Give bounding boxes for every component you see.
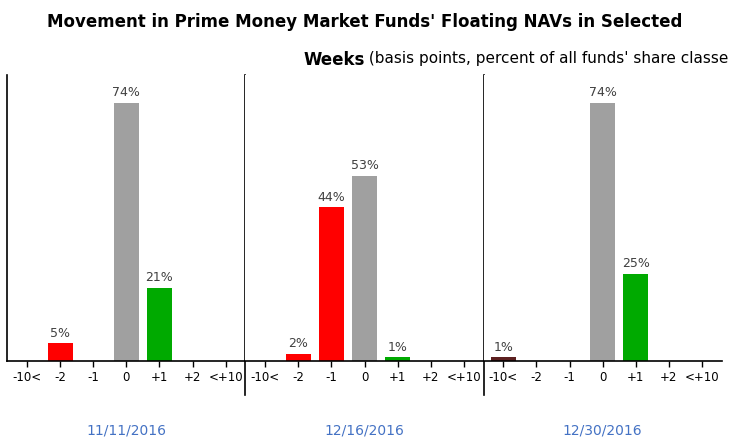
Text: 1%: 1% <box>494 341 513 354</box>
Bar <box>147 288 172 361</box>
Bar <box>491 357 516 361</box>
Text: 21%: 21% <box>146 271 174 284</box>
Text: 74%: 74% <box>112 86 140 99</box>
Bar <box>623 274 648 361</box>
Text: 1%: 1% <box>388 341 408 354</box>
Text: 11/11/2016: 11/11/2016 <box>86 424 166 438</box>
Text: 12/16/2016: 12/16/2016 <box>324 424 405 438</box>
Text: 25%: 25% <box>622 257 650 270</box>
Bar <box>352 176 377 361</box>
Text: 44%: 44% <box>318 191 346 204</box>
Text: 12/30/2016: 12/30/2016 <box>563 424 642 438</box>
Bar <box>590 103 615 361</box>
Bar <box>286 354 311 361</box>
Text: Weeks: Weeks <box>303 51 364 69</box>
Bar <box>319 207 344 361</box>
Text: 5%: 5% <box>50 327 70 340</box>
Text: (basis points, percent of all funds' share classes): (basis points, percent of all funds' sha… <box>364 51 729 66</box>
Bar <box>114 103 139 361</box>
Text: 74%: 74% <box>589 86 617 99</box>
Text: 2%: 2% <box>289 337 308 350</box>
Text: 53%: 53% <box>351 159 378 172</box>
Text: Movement in Prime Money Market Funds' Floating NAVs in Selected: Movement in Prime Money Market Funds' Fl… <box>47 13 682 31</box>
Bar <box>385 357 410 361</box>
Bar <box>48 343 73 361</box>
